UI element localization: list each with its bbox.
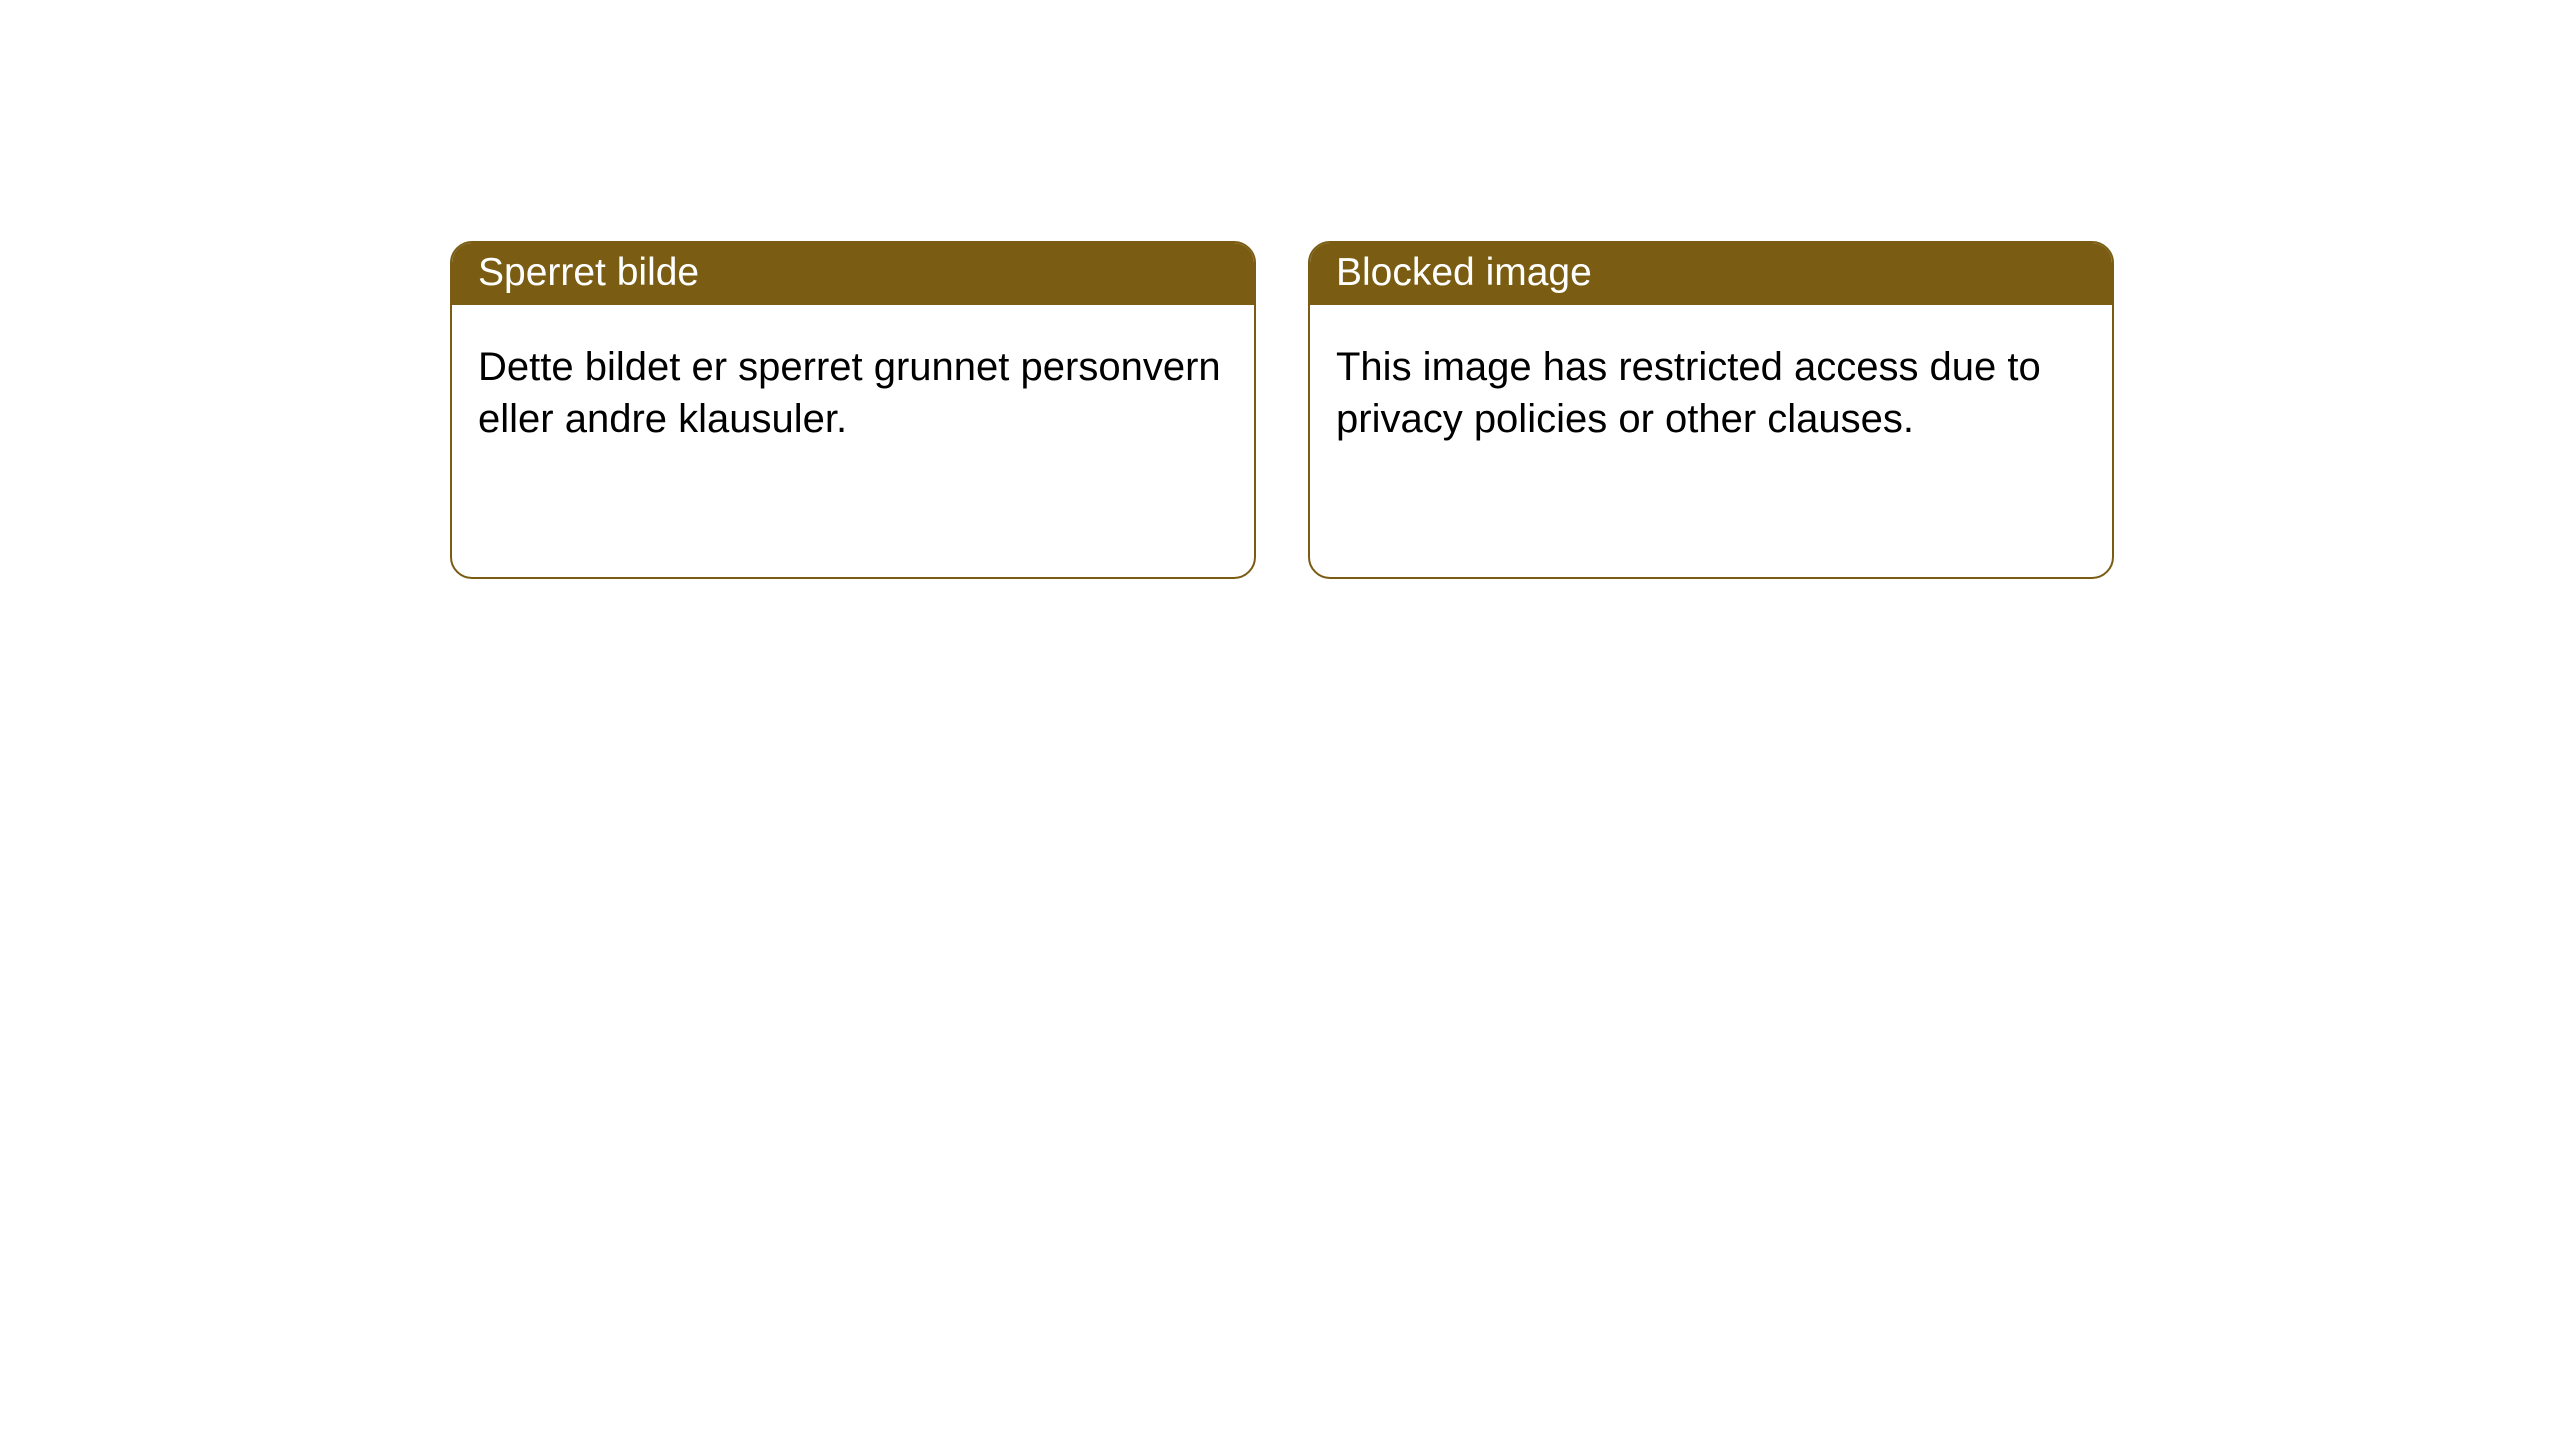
notice-card-title: Blocked image [1310, 243, 2112, 305]
notice-card-body: Dette bildet er sperret grunnet personve… [452, 305, 1254, 481]
notice-cards-container: Sperret bilde Dette bildet er sperret gr… [450, 241, 2114, 579]
notice-card-norwegian: Sperret bilde Dette bildet er sperret gr… [450, 241, 1256, 579]
notice-card-body: This image has restricted access due to … [1310, 305, 2112, 481]
notice-card-english: Blocked image This image has restricted … [1308, 241, 2114, 579]
notice-card-title: Sperret bilde [452, 243, 1254, 305]
